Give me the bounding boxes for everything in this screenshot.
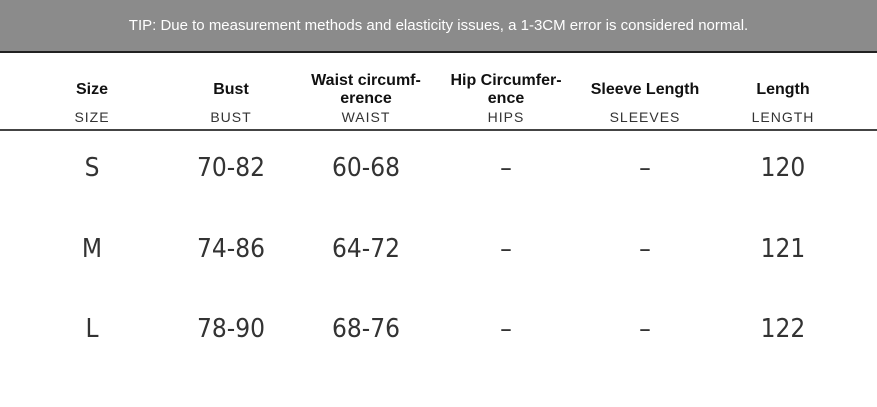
table-cell: – [639,153,651,183]
table-cell: 74-86 [196,234,266,264]
column-title: erence [340,90,392,107]
table-cell: 60-68 [331,153,401,183]
column-title: Size [75,81,109,98]
table-cell: 78-90 [196,314,266,344]
tip-banner: TIP: Due to measurement methods and elas… [0,0,877,53]
column-title: Hip Circumfer- [450,72,562,89]
table-cell: 122 [760,314,806,344]
table-cell: – [500,153,512,183]
table-cell: 121 [760,234,806,264]
table-cell: – [500,234,512,264]
column-subtitle: SIZE [74,109,110,125]
column-title: ence [487,90,525,107]
table-cell: – [639,314,651,344]
column-title: Waist circumf- [311,72,421,89]
column-subtitle: BUST [210,109,252,125]
table-cell: 70-82 [196,153,266,183]
table-cell: – [500,314,512,344]
table-cell: M [81,234,103,264]
table-cell: 64-72 [331,234,401,264]
column-title: Bust [213,81,249,98]
table-cell: 68-76 [331,314,401,344]
column-subtitle: LENGTH [751,109,815,125]
header-rule [0,129,877,131]
table-cell: 120 [760,153,806,183]
column-title: Sleeve Length [590,81,700,98]
column-subtitle: WAIST [341,109,391,125]
table-cell: L [85,314,99,344]
column-subtitle: HIPS [487,109,525,125]
column-subtitle: SLEEVES [609,109,681,125]
table-cell: – [639,234,651,264]
table-cell: S [84,153,100,183]
column-title: Length [756,81,810,98]
